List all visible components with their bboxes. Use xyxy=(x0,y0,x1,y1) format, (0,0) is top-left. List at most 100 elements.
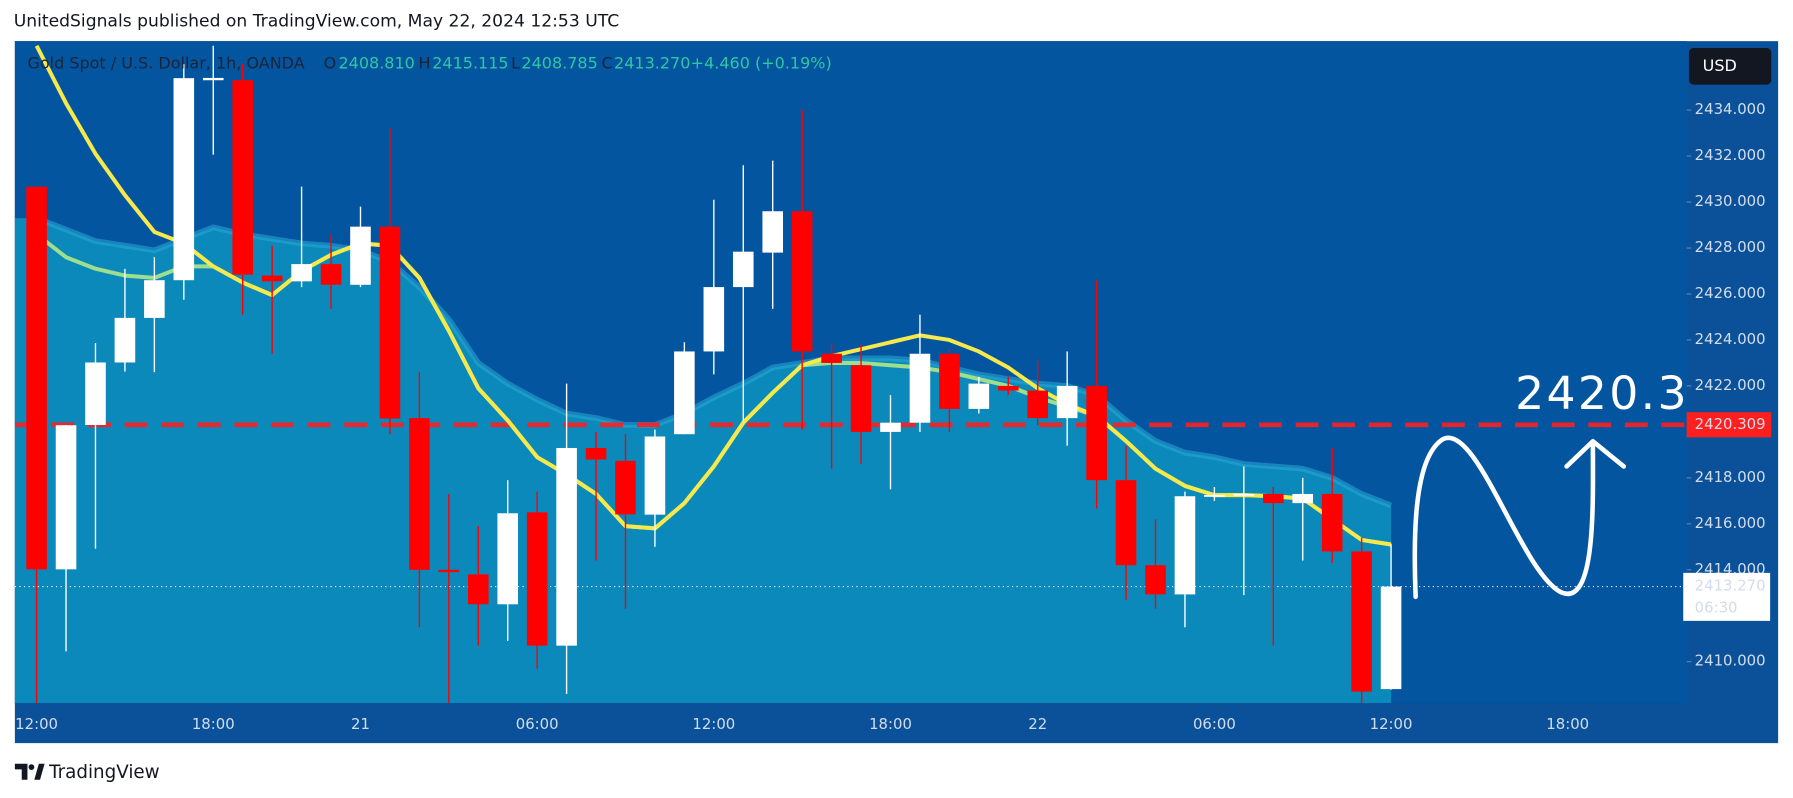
legend: Gold Spot / U.S. Dollar, 1h, OANDA O 240… xyxy=(27,54,831,73)
legend-change: +4.460 (+0.19%) xyxy=(691,54,832,73)
last-price-bg xyxy=(1683,572,1771,621)
band-edge xyxy=(35,215,1393,509)
x-tick-label: 12:00 xyxy=(15,715,58,733)
x-tick-label: 21 xyxy=(351,715,370,733)
x-tick-label: 18:00 xyxy=(869,715,912,733)
legend-high: 2415.115 xyxy=(432,54,508,73)
candle-body xyxy=(1321,493,1343,552)
y-tick-label: 2434.000 xyxy=(1695,100,1766,118)
candle-body xyxy=(144,280,165,318)
currency-button-bg[interactable] xyxy=(1688,48,1772,85)
x-tick-label: 12:00 xyxy=(1370,715,1413,733)
candle-body xyxy=(1115,480,1137,566)
candle-body xyxy=(968,383,990,409)
legend-close-label: C xyxy=(601,54,612,73)
last-price-label: 2413.270 xyxy=(1695,577,1766,595)
legend-open-label: O xyxy=(324,54,337,73)
candle-body xyxy=(909,353,931,423)
currency-button[interactable]: USD xyxy=(1688,48,1772,85)
candle-body xyxy=(114,317,136,363)
header-text: UnitedSignals published on TradingView.c… xyxy=(14,12,619,32)
price-annotation: 2420.3 xyxy=(1515,367,1689,420)
hand-drawn-arrow xyxy=(1412,435,1627,600)
band-area xyxy=(14,218,1392,704)
candle-body xyxy=(1262,493,1284,504)
candle-body xyxy=(409,418,430,570)
candle-body xyxy=(526,512,548,646)
candle-body xyxy=(1204,495,1225,497)
legend-close: 2413.270 xyxy=(614,54,690,73)
y-tick-label: 2410.000 xyxy=(1695,652,1766,670)
level-label: 2420.309 xyxy=(1695,415,1766,433)
candle-body xyxy=(291,264,312,282)
candle-body xyxy=(762,211,784,253)
countdown-label: 06:30 xyxy=(1695,598,1738,616)
candle-body xyxy=(615,460,636,515)
candle-body xyxy=(1351,551,1372,692)
x-tick-label: 18:00 xyxy=(192,715,235,733)
x-tick-label: 06:00 xyxy=(516,715,559,733)
ma-line xyxy=(34,44,1392,547)
currency-label[interactable]: USD xyxy=(1703,56,1737,75)
y-tick-label: 2418.000 xyxy=(1695,468,1766,486)
legend-high-label: H xyxy=(419,54,431,73)
y-tick-label: 2428.000 xyxy=(1695,238,1766,256)
candle-body xyxy=(55,425,77,570)
x-tick-label: 18:00 xyxy=(1546,715,1589,733)
logo-mark xyxy=(14,763,28,780)
candle-body xyxy=(674,351,695,435)
legend-symbol: Gold Spot / U.S. Dollar, 1h, OANDA xyxy=(27,54,304,73)
candle-body xyxy=(585,447,607,460)
candle-body xyxy=(320,264,342,285)
candle-body xyxy=(438,569,460,573)
candle-body xyxy=(997,385,1019,391)
candle-body xyxy=(1145,565,1166,595)
legend-low: 2408.785 xyxy=(521,54,597,73)
y-tick-label: 2432.000 xyxy=(1695,146,1766,164)
level-label-bg xyxy=(1686,412,1772,438)
y-tick-label: 2426.000 xyxy=(1695,284,1766,302)
candle-body xyxy=(26,186,47,570)
y-tick-label: 2416.000 xyxy=(1695,514,1766,532)
candle-body xyxy=(379,226,401,419)
y-tick-label: 2422.000 xyxy=(1695,376,1766,394)
x-tick-label: 06:00 xyxy=(1193,715,1236,733)
y-tick-label: 2424.000 xyxy=(1695,330,1766,348)
candle-body xyxy=(497,513,519,605)
candle-body xyxy=(1233,493,1255,496)
candle-body xyxy=(556,447,577,646)
candle-body xyxy=(939,353,960,409)
footer-text: TradingView xyxy=(48,762,160,783)
candle-body xyxy=(467,574,489,605)
candle-body xyxy=(1027,390,1049,419)
candle-body xyxy=(232,80,253,275)
candle-body xyxy=(1056,385,1078,419)
legend-low-label: L xyxy=(511,54,520,73)
legend-open: 2408.810 xyxy=(338,54,414,73)
x-tick-label: 22 xyxy=(1028,715,1047,733)
y-tick-label: 2430.000 xyxy=(1695,192,1766,210)
candle-body xyxy=(1292,493,1314,504)
candle-body xyxy=(261,275,283,282)
candle-body xyxy=(703,287,725,352)
logo-dot xyxy=(28,764,35,770)
candle-body xyxy=(1380,586,1402,690)
candle-body xyxy=(644,436,666,515)
candle-body xyxy=(85,362,106,425)
x-tick-label: 12:00 xyxy=(692,715,735,733)
footer-logo: TradingView xyxy=(14,762,160,783)
candle-body xyxy=(850,365,872,432)
candle-body xyxy=(880,422,901,432)
candle-body xyxy=(1086,385,1107,481)
axis-layer: 2410.0002414.0002416.0002418.0002422.000… xyxy=(15,100,1772,733)
candle-body xyxy=(1174,496,1196,595)
plot-layer xyxy=(14,44,1687,704)
candle-body xyxy=(350,226,371,285)
candle-body xyxy=(791,211,813,352)
candle-body xyxy=(202,77,224,81)
logo-slash xyxy=(34,763,45,780)
candle-body xyxy=(732,251,754,288)
candle-body xyxy=(821,353,842,363)
